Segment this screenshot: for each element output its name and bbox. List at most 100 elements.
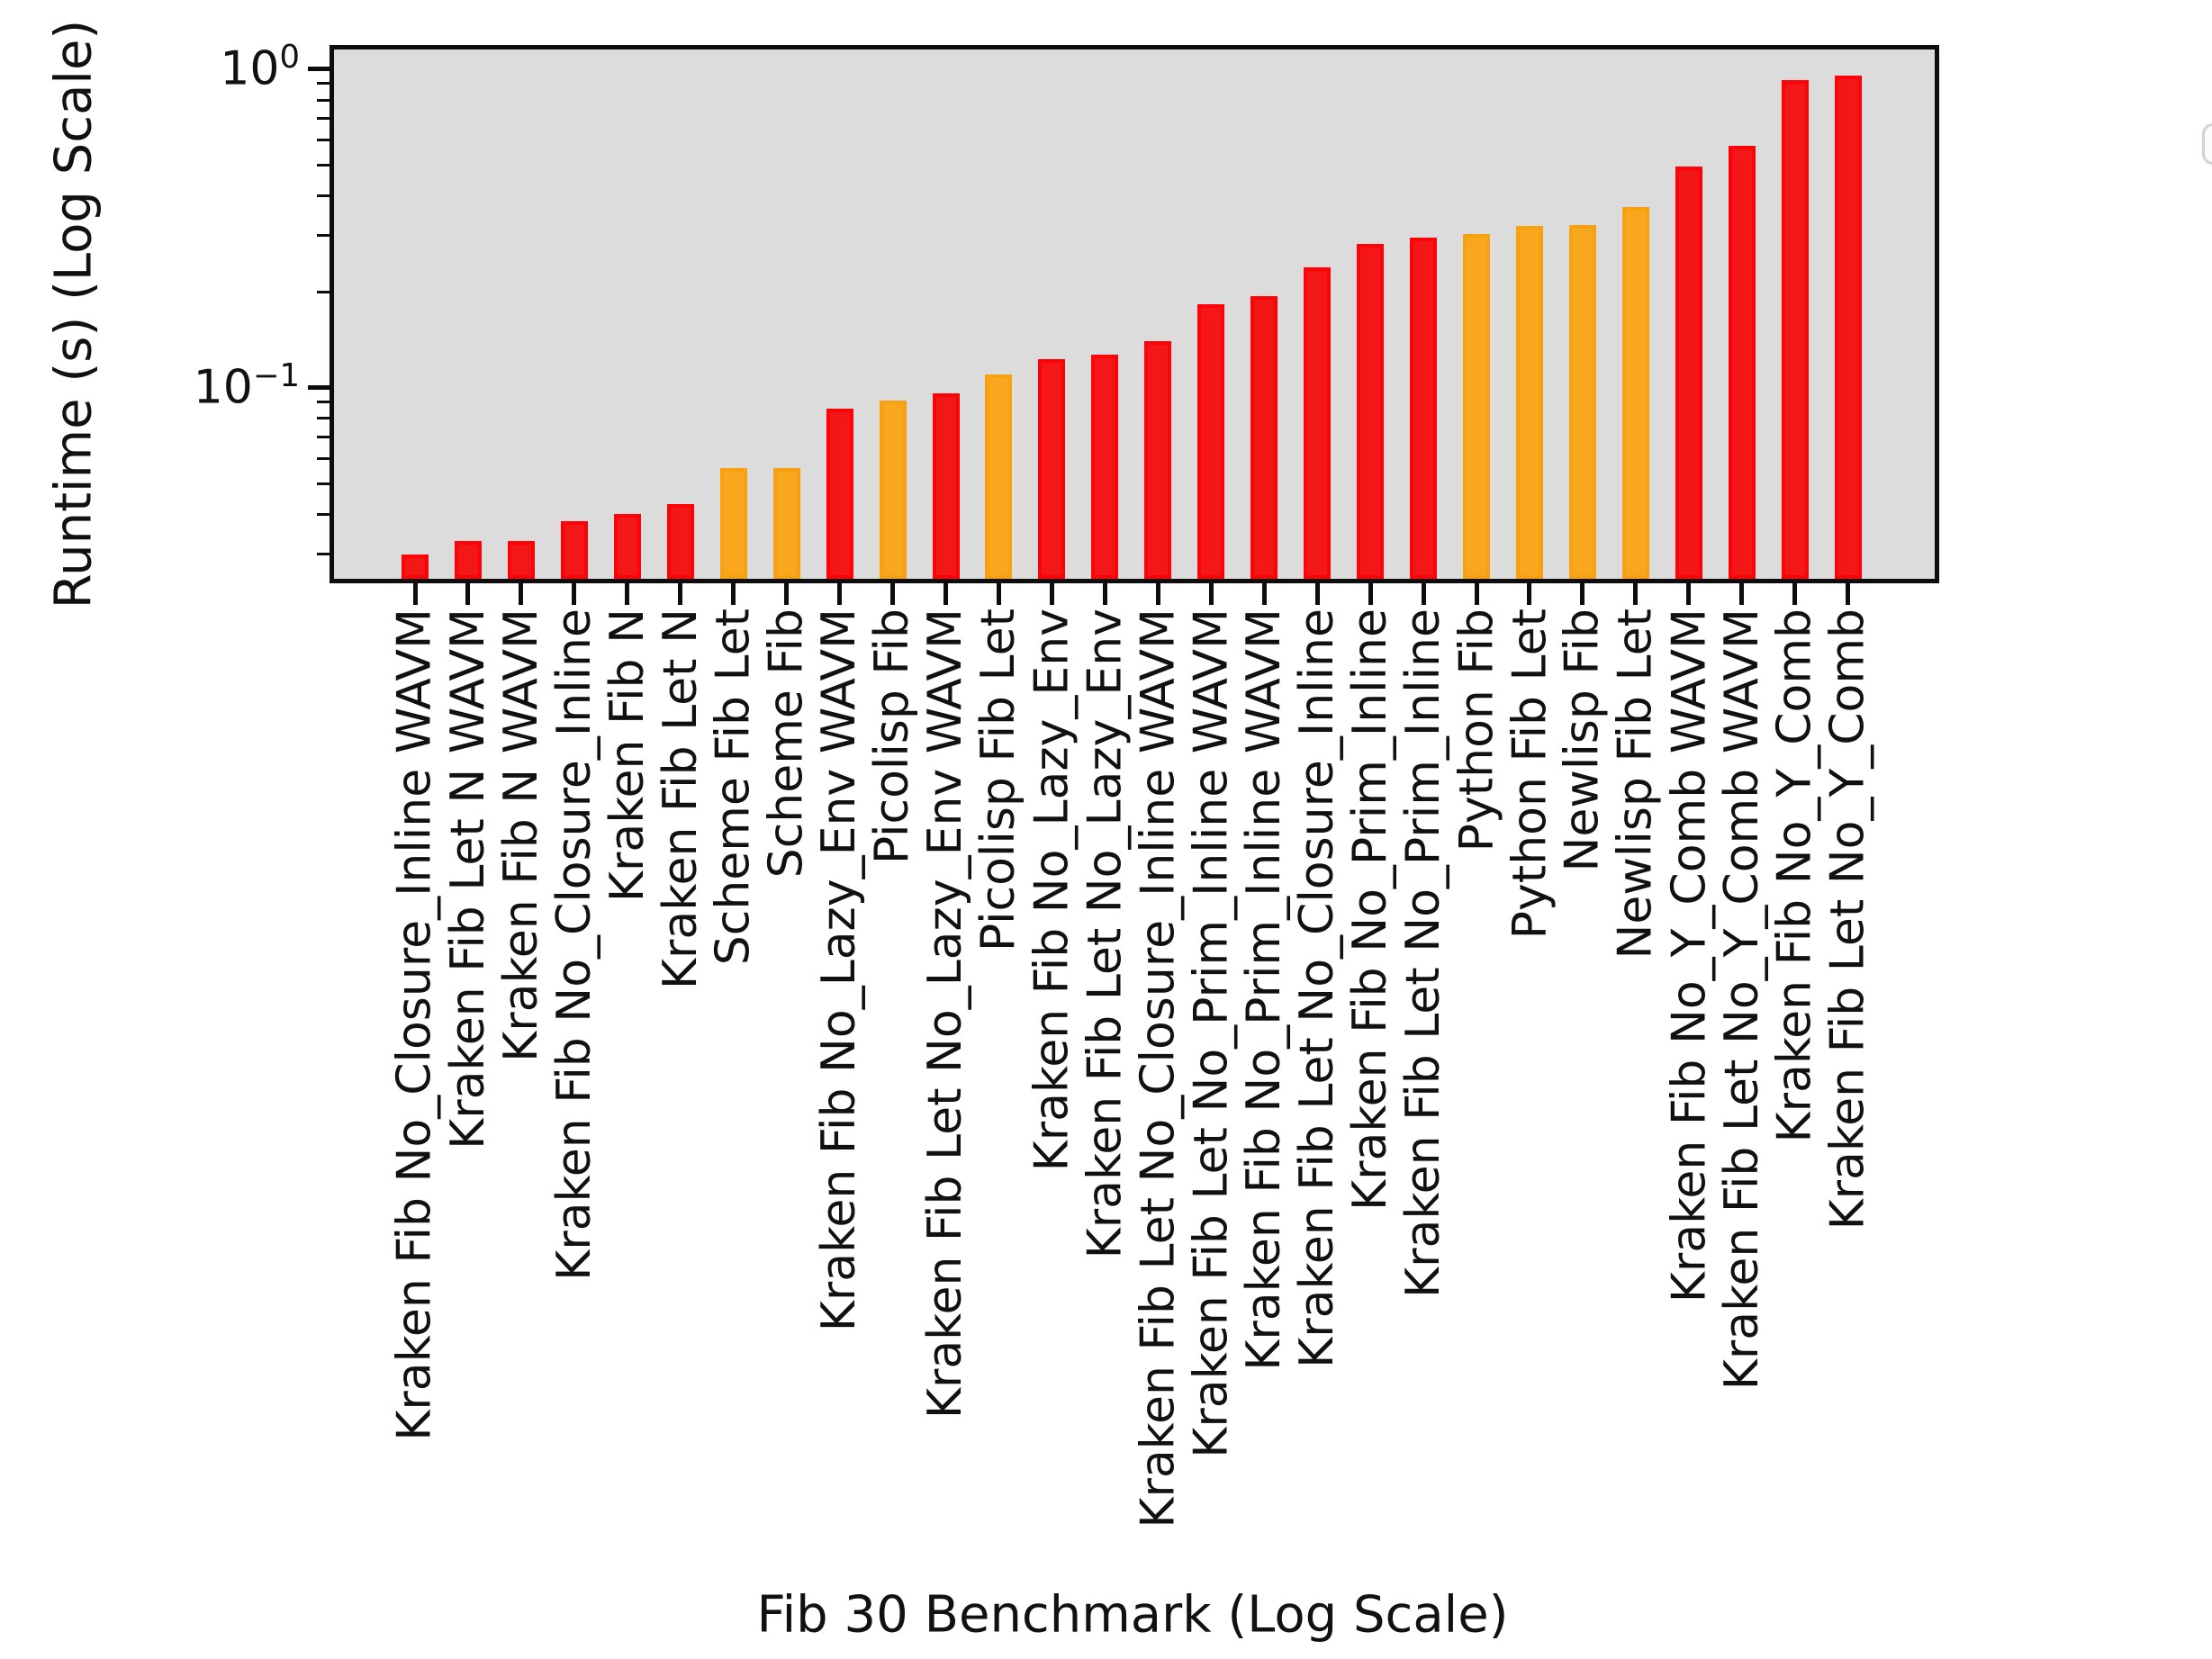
x-tick-label: Kraken Fib Let No_Y_Comb: [1820, 609, 1875, 1231]
x-tick-label: Picolisp Fib Let: [971, 609, 1026, 952]
y-tick-minor: [317, 401, 330, 404]
bar: [1781, 79, 1809, 579]
x-tick-label: Kraken Fib No_Prim_Inline: [1343, 609, 1398, 1211]
legend-box: [2202, 123, 2212, 165]
bar: [1675, 166, 1702, 579]
x-tick: [1792, 583, 1798, 605]
x-tick-label: Kraken Fib No_Y_Comb WAVM: [1661, 609, 1716, 1303]
y-tick-exponent: 0: [279, 38, 301, 76]
x-tick: [1368, 583, 1373, 605]
y-tick-minor: [317, 138, 330, 141]
x-tick: [1314, 583, 1320, 605]
x-tick: [678, 583, 683, 605]
x-tick: [1846, 583, 1851, 605]
y-tick-major: [308, 67, 330, 72]
y-tick-minor: [317, 435, 330, 438]
bar: [507, 540, 535, 579]
x-tick-label: Kraken Fib Let N WAVM: [440, 609, 495, 1150]
y-tick-major: [308, 385, 330, 391]
bar: [1038, 358, 1066, 579]
x-tick: [625, 583, 630, 605]
x-tick: [1580, 583, 1585, 605]
x-tick-label: Kraken Fib Let No_Y_Comb WAVM: [1714, 609, 1769, 1391]
x-tick-label: Kraken Fib No_Closure_Inline: [546, 609, 601, 1281]
y-tick-minor: [317, 417, 330, 420]
y-tick-label: 100: [220, 38, 301, 96]
x-tick-label: Newlisp Fib Let: [1608, 609, 1663, 960]
bar: [560, 521, 588, 579]
x-tick-label: Python Fib Let: [1502, 609, 1557, 940]
x-tick-label: Kraken Fib No_Prim_Inline WAVM: [1237, 609, 1292, 1371]
x-tick-label: Picolisp Fib: [865, 609, 920, 865]
x-tick-label: Kraken Fib N WAVM: [493, 609, 548, 1062]
x-tick: [1474, 583, 1479, 605]
y-tick-minor: [317, 117, 330, 121]
x-tick: [731, 583, 736, 605]
bar: [1410, 238, 1438, 579]
x-tick: [519, 583, 524, 605]
bar: [1463, 234, 1490, 579]
x-tick: [465, 583, 471, 605]
x-tick: [996, 583, 1001, 605]
x-tick-label: Kraken Fib Let No_Prim_Inline: [1396, 609, 1451, 1298]
x-tick-label: Kraken Fib Let No_Closure_Inline WAVM: [1131, 609, 1186, 1528]
bar: [879, 401, 907, 579]
y-tick-minor: [317, 234, 330, 238]
y-tick-label: 10−1: [193, 356, 300, 414]
bar: [454, 540, 482, 579]
x-tick: [837, 583, 843, 605]
x-tick-label: Scheme Fib Let: [706, 609, 761, 966]
x-tick-label: Kraken Fib Let No_Closure_Inline: [1290, 609, 1345, 1368]
y-axis-title: Runtime (s) (Log Scale): [44, 19, 104, 609]
x-axis-title: Fib 30 Benchmark (Log Scale): [756, 1585, 1509, 1645]
x-tick: [1049, 583, 1054, 605]
x-tick: [1421, 583, 1426, 605]
x-tick: [1155, 583, 1160, 605]
x-tick: [784, 583, 790, 605]
x-tick-label: Python Fib: [1449, 609, 1503, 852]
x-tick-label: Kraken Fib No_Lazy_Env: [1025, 609, 1079, 1172]
y-tick-minor: [317, 163, 330, 167]
bar: [1304, 266, 1332, 579]
bar: [985, 374, 1013, 579]
x-tick-label: Kraken Fib Let N: [653, 609, 708, 990]
bar: [826, 408, 853, 579]
x-tick-label: Kraken Fib Let No_Prim_Inline WAVM: [1184, 609, 1239, 1458]
x-tick: [890, 583, 896, 605]
x-tick-label: Kraken Fib N: [600, 609, 655, 903]
x-tick: [1208, 583, 1214, 605]
bar: [719, 467, 747, 579]
x-tick: [1686, 583, 1692, 605]
bar: [1357, 243, 1385, 579]
bar: [1144, 340, 1172, 579]
x-tick: [1527, 583, 1532, 605]
bar: [772, 467, 800, 579]
plot-area: [330, 45, 2212, 583]
bar: [1197, 303, 1225, 579]
bar: [1728, 146, 1756, 579]
bar: [1250, 295, 1278, 579]
x-tick-label: Scheme Fib: [759, 609, 814, 879]
x-tick-label: Kraken Fib No_Closure_Inline WAVM: [388, 609, 442, 1441]
x-tick: [1633, 583, 1639, 605]
y-tick-exponent: −1: [252, 356, 300, 394]
y-tick-minor: [317, 290, 330, 293]
bar: [1515, 226, 1543, 579]
x-tick: [1739, 583, 1745, 605]
bar: [666, 504, 694, 579]
y-tick-minor: [317, 98, 330, 102]
x-tick: [572, 583, 577, 605]
x-tick: [412, 583, 418, 605]
bar: [402, 554, 429, 579]
bar: [1568, 224, 1596, 579]
x-tick-label: Newlisp Fib: [1555, 609, 1610, 872]
bar: [613, 514, 641, 579]
x-tick: [1261, 583, 1267, 605]
bar: [1834, 75, 1862, 579]
y-tick-minor: [317, 482, 330, 485]
x-tick: [1102, 583, 1107, 605]
x-tick-label: Kraken Fib Let No_Lazy_Env WAVM: [918, 609, 973, 1420]
y-tick-minor: [317, 456, 330, 460]
x-tick-label: Kraken Fib No_Lazy_Env WAVM: [812, 609, 867, 1332]
bar: [932, 392, 960, 579]
